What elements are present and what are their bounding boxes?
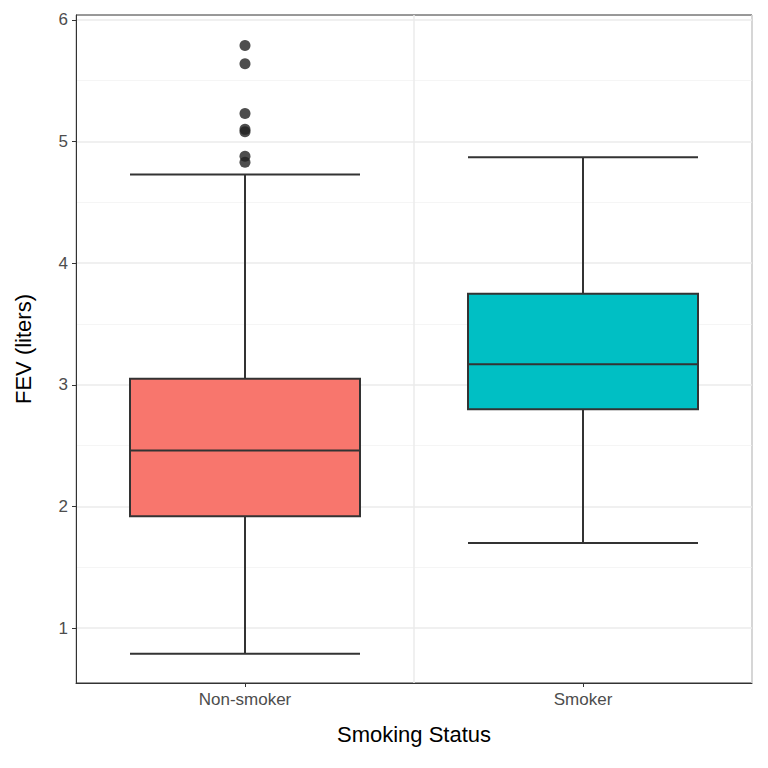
svg-text:Smoking Status: Smoking Status — [337, 722, 491, 747]
svg-text:3: 3 — [59, 375, 68, 394]
svg-text:1: 1 — [59, 619, 68, 638]
svg-text:Non-smoker: Non-smoker — [199, 690, 292, 709]
svg-text:Smoker: Smoker — [554, 690, 613, 709]
svg-text:6: 6 — [59, 10, 68, 29]
svg-text:2: 2 — [59, 497, 68, 516]
svg-text:FEV (liters): FEV (liters) — [11, 294, 36, 404]
svg-text:4: 4 — [59, 254, 68, 273]
svg-text:5: 5 — [59, 132, 68, 151]
